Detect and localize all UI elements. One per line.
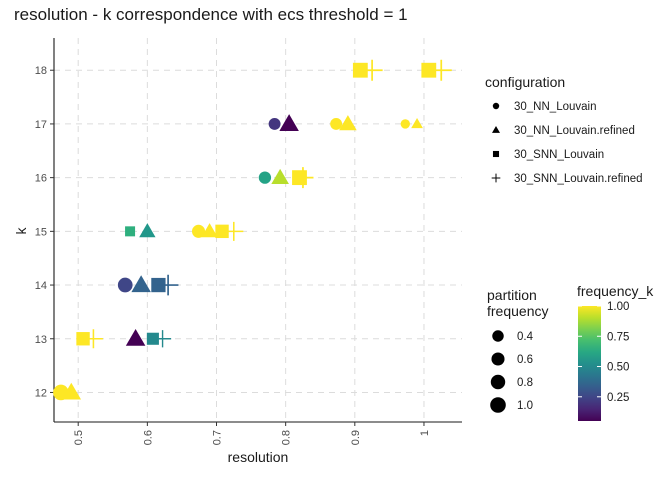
x-tick-label: 0.5	[73, 430, 85, 445]
data-point	[292, 167, 314, 189]
x-tick-label: 1	[419, 430, 431, 436]
data-point	[157, 274, 179, 296]
y-axis-label: k	[13, 227, 29, 235]
data-point	[215, 224, 229, 239]
legend-configuration-label: 30_NN_Louvain	[514, 101, 596, 113]
y-tick-label: 12	[35, 387, 47, 399]
axes: 12 13 14 15 16 17 18 0.5 0.6 0.7 0.8 0.9 1	[35, 38, 462, 445]
y-tick-label: 14	[35, 280, 47, 292]
data-points	[53, 59, 452, 401]
legend-size-label: 0.6	[517, 354, 533, 366]
data-point	[131, 275, 151, 293]
data-point	[83, 329, 103, 349]
data-point	[279, 114, 299, 131]
legend-color-title: frequency_k	[577, 283, 654, 299]
data-point	[76, 332, 90, 346]
y-tick-label: 16	[35, 173, 47, 185]
data-point	[146, 332, 159, 345]
legend-size-title-line2: frequency	[487, 303, 548, 319]
y-tick-label: 13	[35, 334, 47, 346]
legend-size-key	[490, 397, 506, 413]
x-axis-label: resolution	[228, 449, 289, 465]
legend-key-triangle	[492, 126, 500, 133]
legend-key-plus	[491, 173, 501, 183]
chart-title: resolution - k correspondence with ecs t…	[14, 5, 408, 24]
y-tick-label: 18	[35, 65, 47, 77]
data-point	[153, 330, 172, 348]
legend-color-label: 0.25	[607, 392, 629, 404]
x-tick-label: 0.9	[350, 430, 362, 445]
data-point	[125, 329, 146, 346]
grid-lines	[54, 38, 462, 422]
legend-configuration: configuration 30_NN_Louvain 30_NN_Louvain…	[485, 74, 643, 185]
data-point	[330, 117, 343, 130]
data-point	[201, 223, 218, 238]
legend-size-key	[491, 352, 505, 366]
data-point	[268, 117, 281, 130]
legend-size-key	[490, 374, 506, 390]
legend-key-square	[492, 150, 500, 158]
legend-color-label: 0.75	[607, 331, 629, 343]
data-point	[117, 277, 133, 293]
data-point	[125, 226, 136, 237]
legend-configuration-label: 30_SNN_Louvain.refined	[514, 173, 643, 185]
legend-frequency-k: frequency_k 0.25 0.50 0.75 1.00	[577, 283, 654, 421]
legend-size-title-line1: partition	[487, 287, 537, 303]
data-point	[271, 168, 289, 184]
data-point	[421, 62, 437, 78]
y-tick-label: 17	[35, 119, 47, 131]
data-point	[411, 118, 423, 129]
legend-configuration-label: 30_NN_Louvain.refined	[514, 125, 635, 137]
x-tick-label: 0.6	[142, 430, 154, 445]
data-point	[430, 59, 452, 81]
legend-size-label: 0.8	[517, 377, 533, 389]
legend-color-label: 0.50	[607, 362, 629, 374]
data-point	[224, 221, 244, 241]
data-point	[139, 223, 156, 238]
data-point	[339, 115, 357, 131]
data-point	[352, 62, 368, 78]
x-tick-label: 0.8	[281, 430, 293, 445]
legend-color-label: 1.00	[607, 301, 629, 313]
legend-color-bar	[578, 306, 601, 421]
data-point	[361, 59, 383, 81]
y-tick-label: 15	[35, 226, 47, 238]
legend-size-label: 0.4	[517, 331, 534, 343]
x-tick-label: 0.7	[212, 430, 224, 445]
legend-configuration-title: configuration	[485, 74, 565, 90]
data-point	[258, 171, 272, 184]
legend-size-key	[492, 330, 504, 342]
legend-key-circle	[492, 102, 500, 110]
legend-partition-frequency: partition frequency 0.4 0.6 0.8 1.0	[487, 287, 548, 413]
data-point	[61, 382, 82, 400]
data-point	[400, 119, 410, 129]
data-point	[191, 224, 206, 238]
legend-configuration-label: 30_SNN_Louvain	[514, 149, 604, 161]
legend-size-label: 1.0	[517, 400, 533, 412]
